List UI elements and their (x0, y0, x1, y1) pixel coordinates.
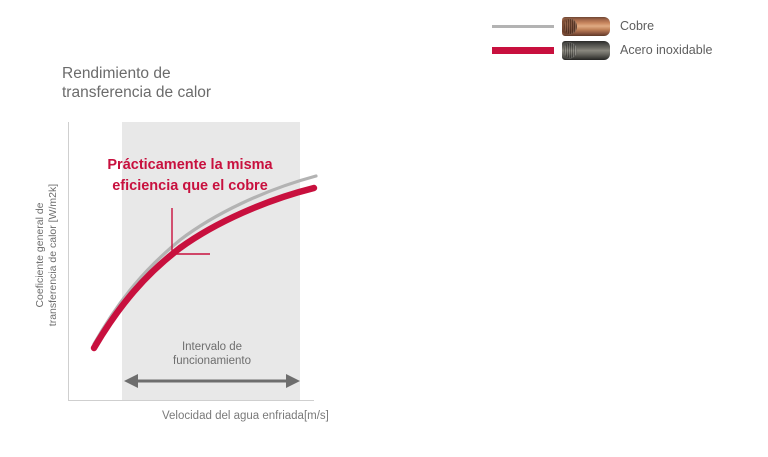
steel-tube-body (562, 40, 610, 60)
legend-label-cobre: Cobre (620, 19, 655, 33)
steel-tube-ribs (564, 42, 577, 58)
copper-tube-end (562, 17, 577, 35)
copper-tube-ribs (564, 18, 577, 34)
acero-inoxidable-curve (90, 184, 318, 352)
legend-line-swatch-cobre (492, 24, 554, 28)
heat-transfer-chart-title: Rendimiento de transferencia de calor (62, 65, 212, 101)
copper-tube-icon (562, 16, 610, 36)
corrosivity-chart: Corrosividad Espesor de corrosión [mm] 0… (380, 0, 768, 457)
operating-interval-arrow-icon (124, 374, 300, 388)
legend-label-acero-inoxidable: Acero inoxidable (620, 43, 713, 57)
heat-transfer-x-axis-label: Velocidad del agua enfriada[m/s] (162, 410, 329, 422)
heat-transfer-plot-lines (90, 174, 318, 352)
legend-item-cobre: Cobre (492, 14, 722, 38)
stainless-steel-tube-icon (562, 40, 610, 60)
legend-line-swatch-acero (492, 46, 554, 54)
operating-interval-label: Intervalo de funcionamiento (173, 341, 251, 367)
heat-transfer-chart: Rendimiento de transferencia de calor Co… (0, 0, 380, 457)
legend-item-acero-inoxidable: Acero inoxidable (492, 38, 722, 62)
operating-interval-shaded-region (122, 122, 300, 400)
heat-transfer-y-axis-line (68, 122, 69, 401)
chart-legend: Cobre Acero inoxidable (492, 14, 722, 62)
heat-transfer-y-axis-label: Coeficiente general de transferencia de … (34, 183, 59, 327)
heat-transfer-annotation-text: Prácticamente la misma eficiencia que el… (107, 157, 273, 194)
cobre-curve (92, 174, 318, 346)
annotation-leader-line (171, 208, 210, 255)
heat-transfer-x-axis-line (68, 400, 314, 401)
